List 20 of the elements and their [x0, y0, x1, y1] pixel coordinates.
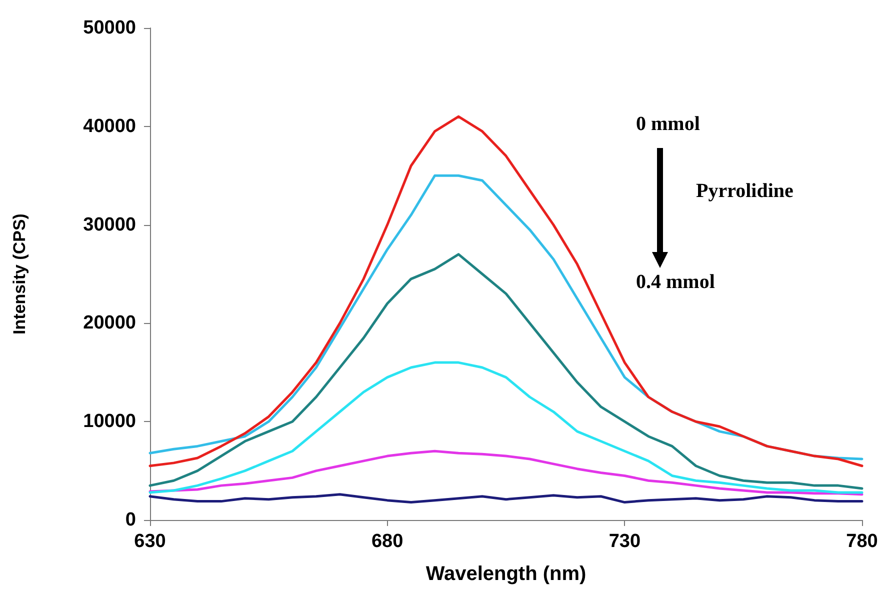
line-series	[148, 253, 864, 490]
annotation: Pyrrolidine	[696, 180, 794, 202]
line-series	[148, 450, 864, 496]
x-axis-title: Wavelength (nm)	[426, 563, 586, 585]
y-tick-label: 20000	[83, 312, 136, 334]
y-tick-label: 50000	[83, 18, 136, 38]
y-tick-label: 10000	[83, 411, 136, 432]
x-tick-label: 780	[846, 531, 878, 552]
line-series	[148, 493, 864, 504]
line-series	[148, 115, 864, 468]
y-tick-label: 30000	[83, 214, 136, 236]
y-tick-label: 40000	[83, 116, 136, 137]
annotation: 0.4 mmol	[636, 271, 716, 293]
x-tick-label: 630	[134, 531, 166, 552]
y-tick-label: 0	[125, 510, 136, 530]
y-axis-title: Intensity (CPS)	[10, 214, 29, 334]
x-tick-label: 680	[371, 531, 404, 552]
line-series	[148, 361, 864, 494]
x-tick-label: 730	[608, 531, 641, 552]
annotation: 0 mmol	[636, 113, 700, 135]
